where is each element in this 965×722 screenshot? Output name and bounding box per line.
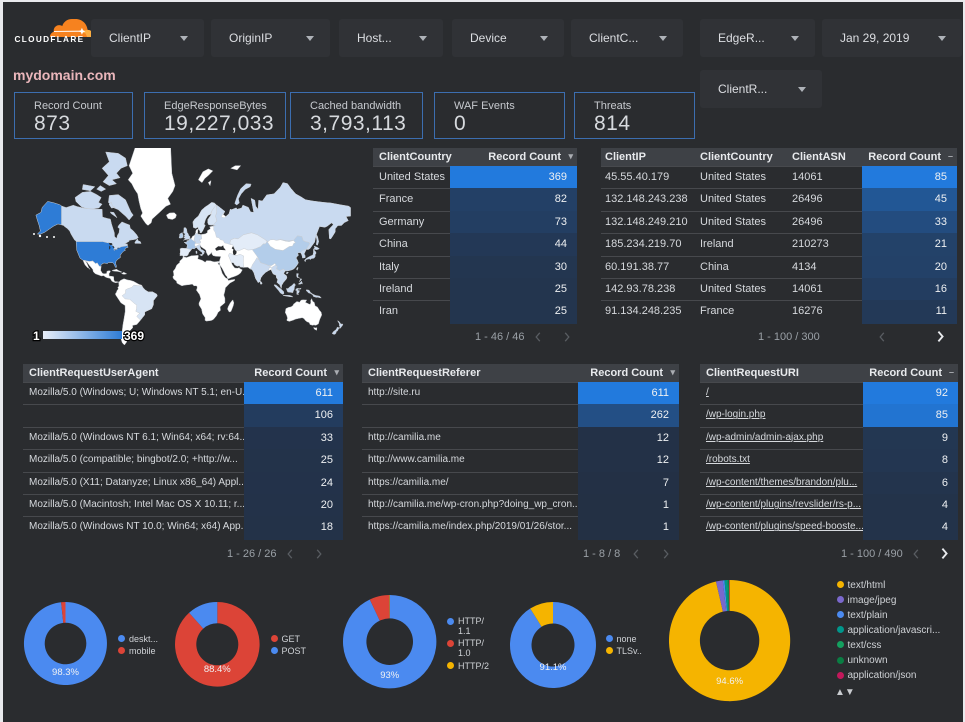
svg-text:93%: 93% [380,670,400,681]
svg-text:94.6%: 94.6% [717,676,744,687]
svg-text:98.3%: 98.3% [52,667,79,678]
svg-text:369: 369 [124,329,144,343]
svg-text:CLOUDFLARE: CLOUDFLARE [15,35,85,44]
svg-text:88.4%: 88.4% [204,664,231,675]
svg-text:1: 1 [33,329,40,343]
svg-text:91.1%: 91.1% [540,662,567,673]
